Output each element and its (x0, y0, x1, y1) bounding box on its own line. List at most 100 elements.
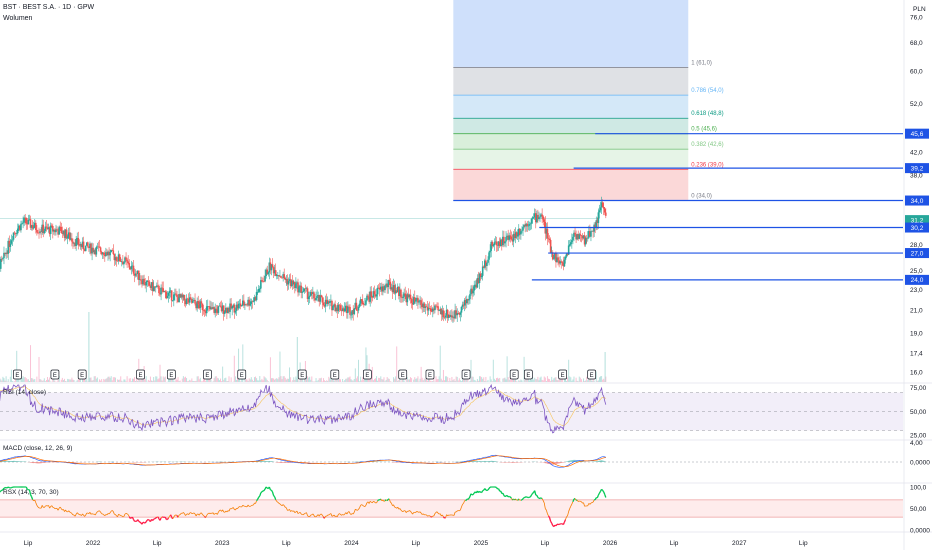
volume-bar (497, 378, 498, 382)
macd-hist-bar (503, 462, 504, 463)
price-tick-label: 28,0 (910, 242, 923, 249)
macd-hist-bar (264, 461, 265, 462)
volume-bar (449, 378, 450, 382)
symbol-title: BST · BEST S.A. · 1D · GPW (3, 4, 94, 11)
candle-body (100, 247, 102, 251)
volume-bar (309, 377, 310, 382)
candle-body (260, 280, 262, 288)
volume-bar (311, 376, 312, 382)
candle-body (488, 252, 490, 259)
macd-hist-bar (49, 462, 50, 463)
candle-body (77, 238, 79, 245)
candle-body (272, 264, 274, 267)
volume-bar (480, 376, 481, 382)
volume-bar (256, 378, 257, 382)
macd-hist-bar (288, 462, 289, 463)
volume-bar (282, 379, 283, 382)
volume-bar (191, 378, 192, 382)
candle-body (126, 260, 128, 262)
volume-bar (550, 381, 551, 382)
candle-body (12, 240, 14, 241)
macd-hist-bar (596, 461, 597, 462)
volume-bar (320, 378, 321, 382)
volume-bar (537, 377, 538, 382)
volume-bar (427, 381, 428, 382)
candle-body (309, 296, 311, 297)
candle-body (23, 218, 25, 223)
candle-body (83, 242, 85, 250)
volume-bar (340, 379, 341, 382)
macd-hist-bar (20, 461, 21, 462)
volume-bar (533, 380, 534, 382)
macd-tick-label: 0,0000 (910, 459, 930, 466)
rsx-segment (549, 516, 550, 518)
candle-body (261, 280, 263, 281)
volume-bar (70, 379, 71, 382)
rsx-tick-label: 0,0000 (910, 527, 930, 534)
volume-bar (538, 380, 539, 382)
earnings-label: E (561, 373, 565, 379)
candle-body (35, 223, 37, 230)
rsx-segment (130, 518, 131, 519)
rsx-segment (468, 499, 469, 500)
rsx-segment (482, 491, 483, 493)
volume-bar (389, 379, 390, 382)
volume-bar (481, 377, 482, 382)
candle-body (160, 288, 162, 295)
volume-bar (151, 381, 152, 382)
volume-bar (314, 381, 315, 382)
volume-bar (40, 379, 41, 382)
volume-bar (249, 378, 250, 382)
volume-bar (68, 379, 69, 382)
volume-bar (446, 376, 447, 382)
macd-hist-bar (283, 462, 284, 463)
volume-bar (157, 379, 158, 382)
time-tick-label: Lip (24, 540, 33, 547)
macd-hist-bar (601, 460, 602, 462)
earnings-label: E (590, 373, 594, 379)
volume-bar (109, 377, 110, 382)
candle-body (123, 262, 125, 264)
volume-bar (600, 376, 601, 382)
candle-body (344, 309, 346, 312)
macd-hist-bar (74, 462, 75, 463)
volume-bar (432, 381, 433, 382)
candle-body (443, 310, 445, 317)
volume-bar (273, 378, 274, 382)
macd-label: MACD (close, 12, 26, 9) (3, 445, 72, 452)
macd-hist-bar (36, 462, 37, 463)
volume-bar (143, 380, 144, 382)
volume-bar (25, 377, 26, 382)
macd-hist-bar (516, 462, 517, 463)
macd-hist-bar (546, 462, 547, 463)
earnings-label: E (512, 373, 516, 379)
candle-body (202, 304, 204, 310)
candle-body (158, 286, 160, 293)
candle-body (473, 285, 475, 291)
rsx-segment (495, 487, 496, 488)
volume-bar (93, 380, 94, 382)
candle-body (359, 304, 361, 307)
volume-bar (34, 379, 35, 382)
rsx-segment (162, 517, 163, 518)
candle-body (521, 231, 523, 232)
volume-bar (334, 381, 335, 382)
volume-bar (277, 379, 278, 382)
volume-bar (254, 377, 255, 382)
volume-bar (469, 381, 470, 382)
volume-bar (103, 379, 104, 382)
volume-bar (161, 376, 162, 382)
volume-bar (440, 346, 441, 382)
candle-body (235, 311, 237, 313)
fib-extension-zone (453, 0, 688, 67)
volume-bar (179, 381, 180, 382)
volume-bar (57, 381, 58, 382)
candle-body (192, 301, 194, 303)
macd-hist-bar (513, 462, 514, 463)
candle-body (238, 304, 240, 309)
candle-body (468, 299, 470, 300)
volume-bar (76, 381, 77, 382)
volume-bar (387, 377, 388, 382)
level-price-label: 24,0 (911, 277, 924, 284)
